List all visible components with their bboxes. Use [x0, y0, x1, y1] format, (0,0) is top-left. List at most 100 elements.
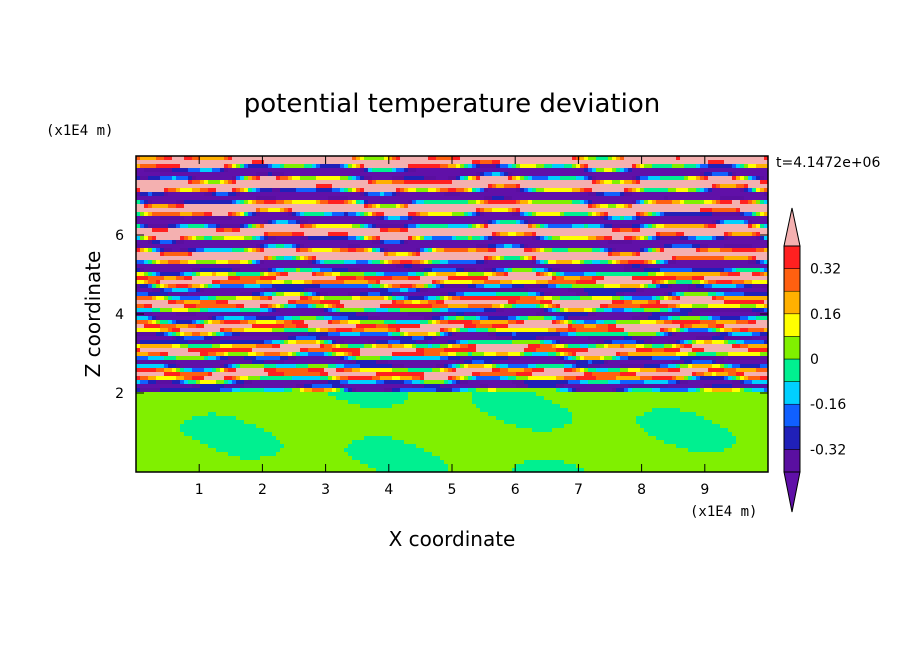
- contour-cell: [508, 236, 513, 241]
- contour-cell: [492, 172, 497, 177]
- contour-cell: [204, 276, 209, 281]
- contour-cell: [164, 180, 169, 185]
- contour-cell: [656, 200, 661, 205]
- contour-cell: [204, 220, 209, 225]
- contour-cell: [472, 216, 477, 221]
- contour-cell: [380, 188, 385, 193]
- contour-cell: [388, 260, 393, 265]
- contour-cell: [456, 208, 461, 213]
- contour-cell: [192, 208, 197, 213]
- contour-cell: [504, 232, 509, 237]
- contour-cell: [428, 256, 433, 261]
- contour-cell: [400, 252, 405, 257]
- contour-cell: [580, 272, 585, 277]
- contour-cell: [668, 196, 673, 201]
- contour-cell: [348, 228, 353, 233]
- contour-cell: [348, 188, 353, 193]
- contour-cell: [752, 236, 757, 241]
- contour-cell: [388, 212, 393, 217]
- contour-cell: [156, 252, 161, 257]
- contour-cell: [560, 208, 565, 213]
- contour-cell: [720, 160, 725, 165]
- contour-cell: [508, 192, 513, 197]
- contour-cell: [560, 168, 565, 173]
- contour-cell: [436, 264, 441, 269]
- contour-cell: [228, 272, 233, 277]
- contour-cell: [424, 260, 429, 265]
- contour-cell: [328, 196, 333, 201]
- contour-cell: [684, 184, 689, 189]
- contour-cell: [296, 280, 301, 285]
- contour-cell: [240, 204, 245, 209]
- contour-cell: [744, 256, 749, 261]
- contour-cell: [612, 160, 617, 165]
- contour-cell: [484, 264, 489, 269]
- contour-cell: [592, 160, 597, 165]
- contour-cell: [632, 208, 637, 213]
- contour-cell: [544, 256, 549, 261]
- contour-cell: [488, 164, 493, 169]
- contour-cell: [468, 236, 473, 241]
- contour-cell: [764, 236, 768, 241]
- contour-cell: [472, 260, 477, 265]
- contour-cell: [180, 220, 185, 225]
- contour-cell: [340, 260, 345, 265]
- contour-cell: [240, 240, 245, 245]
- contour-cell: [732, 160, 737, 165]
- contour-cell: [240, 272, 245, 277]
- contour-cell: [700, 260, 705, 265]
- contour-cell: [536, 232, 541, 237]
- contour-cell: [160, 244, 165, 249]
- contour-cell: [180, 192, 185, 197]
- contour-cell: [368, 244, 373, 249]
- contour-cell: [492, 260, 497, 265]
- contour-cell: [360, 196, 365, 201]
- contour-cell: [196, 160, 201, 165]
- contour-cell: [404, 208, 409, 213]
- contour-cell: [528, 196, 533, 201]
- contour-cell: [600, 268, 605, 273]
- contour-cell: [508, 272, 513, 277]
- contour-cell: [180, 252, 185, 257]
- contour-cell: [696, 272, 701, 277]
- contour-cell: [616, 256, 621, 261]
- contour-cell: [560, 196, 565, 201]
- contour-cell: [328, 260, 333, 265]
- contour-cell: [164, 224, 169, 229]
- contour-cell: [552, 176, 557, 181]
- contour-cell: [268, 264, 273, 269]
- contour-cell: [152, 228, 157, 233]
- contour-cell: [312, 188, 317, 193]
- contour-cell: [192, 244, 197, 249]
- contour-cell: [592, 156, 597, 161]
- contour-cell: [504, 192, 509, 197]
- contour-cell: [456, 164, 461, 169]
- contour-cell: [552, 264, 557, 269]
- contour-cell: [696, 220, 701, 225]
- contour-cell: [672, 268, 677, 273]
- contour-cell: [540, 224, 545, 229]
- contour-cell: [236, 240, 241, 245]
- contour-cell: [340, 168, 345, 173]
- contour-cell: [572, 232, 577, 237]
- contour-cell: [192, 184, 197, 189]
- contour-cell: [728, 272, 733, 277]
- contour-cell: [444, 272, 449, 277]
- contour-cell: [648, 188, 653, 193]
- contour-cell: [516, 208, 521, 213]
- contour-cell: [516, 240, 521, 245]
- contour-cell: [564, 268, 569, 273]
- contour-cell: [476, 220, 481, 225]
- contour-cell: [220, 256, 225, 261]
- contour-cell: [732, 168, 737, 173]
- contour-cell: [624, 252, 629, 257]
- contour-cell: [260, 236, 265, 241]
- contour-cell: [276, 180, 281, 185]
- contour-cell: [388, 252, 393, 257]
- contour-cell: [144, 176, 149, 181]
- contour-cell: [724, 244, 729, 249]
- contour-cell: [480, 184, 485, 189]
- contour-cell: [760, 240, 765, 245]
- contour-cell: [636, 212, 641, 217]
- contour-cell: [692, 260, 697, 265]
